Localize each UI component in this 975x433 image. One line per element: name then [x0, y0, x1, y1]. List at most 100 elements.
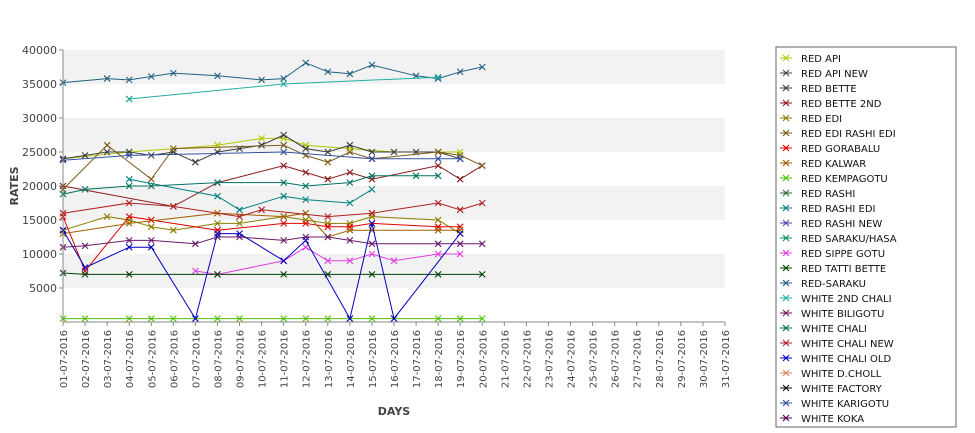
data-point [258, 135, 265, 142]
data-point [368, 220, 376, 227]
data-point [346, 315, 354, 322]
legend-label: RED KALWAR [801, 159, 866, 170]
data-point [169, 315, 177, 322]
data-point [368, 250, 376, 258]
data-point [125, 76, 133, 84]
data-point [280, 148, 288, 156]
x-tick-label: 25-07-2016 [589, 330, 600, 388]
data-point [324, 257, 332, 265]
legend-marker [782, 174, 790, 182]
legend-item: RED-SARAKU [780, 279, 866, 290]
legend-item: RED KEMPAGOTU [780, 174, 888, 185]
data-point [434, 75, 442, 82]
legend-label: RED API [801, 54, 841, 65]
series [125, 175, 376, 214]
x-tick-label: 12-07-2016 [302, 330, 313, 388]
data-point [280, 131, 288, 139]
series [59, 233, 486, 251]
legend-item: RED SARAKU/HASA [780, 234, 897, 245]
data-point [302, 209, 310, 217]
x-tick-label: 19-07-2016 [456, 330, 467, 388]
x-tick-label: 02-07-2016 [81, 330, 92, 388]
data-point [324, 233, 332, 241]
data-point [280, 75, 288, 82]
x-tick-label: 27-07-2016 [633, 330, 644, 388]
data-point [125, 237, 133, 244]
data-point [81, 271, 89, 278]
data-point [192, 315, 199, 322]
data-point [169, 145, 177, 152]
x-tick-label: 08-07-2016 [213, 330, 224, 388]
x-tick-label: 03-07-2016 [103, 330, 114, 388]
data-point [147, 223, 155, 231]
data-point [147, 73, 155, 80]
legend-marker [782, 324, 790, 332]
data-point [214, 72, 221, 80]
x-tick-label: 29-07-2016 [677, 330, 688, 388]
data-point [147, 315, 155, 322]
data-point [434, 73, 442, 81]
series [59, 199, 486, 220]
data-point [302, 315, 310, 322]
legend-marker [782, 234, 790, 242]
data-point [302, 169, 310, 176]
data-point [280, 220, 288, 227]
data-point [147, 175, 155, 183]
x-axis-label: DAYS [378, 405, 411, 418]
data-point [214, 192, 221, 200]
data-point [434, 155, 442, 163]
legend-marker [782, 399, 790, 407]
legend-item: RED GORABALU [780, 144, 880, 155]
legend-item: WHITE BILIGOTU [780, 309, 884, 320]
x-tick-label: 30-07-2016 [699, 330, 710, 388]
legend-item: RED BETTE 2ND [780, 99, 882, 110]
x-tick-label: 21-07-2016 [500, 330, 511, 388]
data-point [214, 230, 221, 237]
y-axis-label: RATES [8, 166, 21, 205]
data-point [434, 216, 442, 224]
y-tick-label: 20000 [22, 180, 57, 193]
legend-label: RED-SARAKU [801, 279, 866, 290]
data-point [214, 271, 221, 278]
data-point [169, 69, 177, 77]
data-point [456, 250, 464, 258]
grid-band [63, 50, 725, 84]
series [59, 148, 464, 164]
data-point [81, 242, 89, 250]
data-point [390, 148, 398, 156]
data-point [280, 162, 288, 169]
series-line [62, 144, 483, 190]
legend-marker [782, 279, 790, 287]
data-point [346, 169, 354, 176]
x-tick-label: 06-07-2016 [169, 330, 180, 388]
legend-label: RED RASHI NEW [801, 219, 882, 230]
legend-item: WHITE CHALI [780, 324, 867, 335]
data-point [214, 315, 221, 322]
legend-item: WHITE FACTORY [780, 384, 883, 395]
legend-marker [782, 84, 790, 92]
y-tick-label: 40000 [22, 44, 57, 57]
data-point [434, 148, 442, 156]
data-point [81, 186, 89, 193]
legend-item: WHITE KOKA [780, 414, 864, 425]
data-point [324, 175, 332, 183]
data-point [81, 264, 89, 271]
legend-item: RED API NEW [780, 69, 868, 80]
legend-item: RED TATTI BETTE [780, 264, 886, 275]
data-point [478, 199, 486, 207]
data-point [302, 196, 310, 203]
data-point [192, 267, 199, 275]
legend-item: RED EDI [780, 114, 842, 125]
data-point [125, 271, 133, 278]
series [59, 220, 464, 322]
data-point [214, 179, 221, 186]
legend-label: WHITE KARIGOTU [801, 399, 889, 410]
legend-label: RED BETTE 2ND [801, 99, 882, 110]
grid-band [63, 254, 725, 288]
data-point [258, 141, 265, 149]
data-point [368, 61, 376, 69]
data-point [456, 206, 464, 214]
legend-label: WHITE 2ND CHALI [801, 294, 892, 305]
legend-box [775, 46, 957, 428]
